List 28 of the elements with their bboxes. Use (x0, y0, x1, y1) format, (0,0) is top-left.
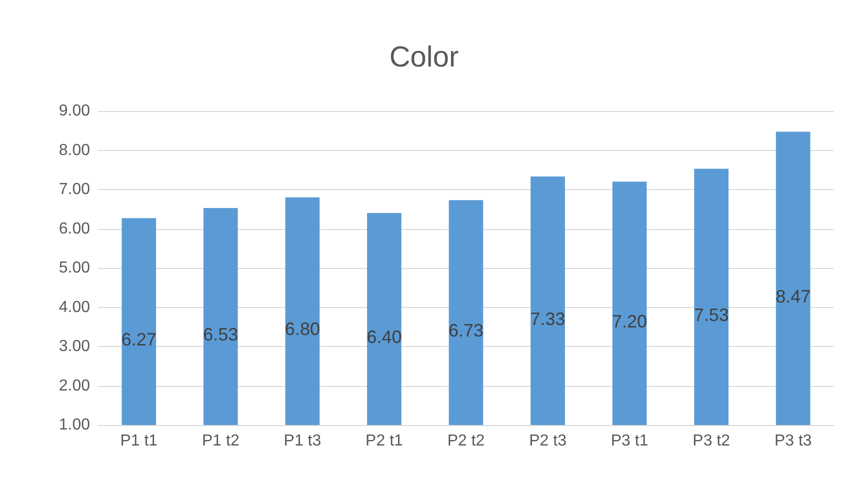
x-tick-label: P3 t1 (610, 432, 648, 450)
x-tick-label: P1 t1 (120, 432, 158, 450)
y-tick-label: 6.00 (58, 220, 90, 238)
x-tick-label: P1 t2 (202, 432, 240, 450)
data-label: 6.80 (284, 319, 320, 340)
x-tick-label: P2 t2 (447, 432, 485, 450)
x-tick-label: P2 t1 (366, 432, 404, 450)
y-tick-label: 1.00 (58, 416, 90, 434)
y-tick-label: 5.00 (58, 260, 90, 276)
y-tick-label: 2.00 (58, 377, 90, 394)
data-label: 6.27 (121, 330, 156, 350)
data-label: 6.73 (448, 320, 484, 341)
data-label: 7.33 (530, 308, 566, 329)
y-tick-label: 7.00 (58, 181, 90, 198)
x-tick-label: P2 t3 (529, 432, 567, 450)
y-tick-label: 3.00 (58, 338, 90, 355)
x-tick-label: P3 t3 (774, 432, 812, 450)
x-tick-label: P3 t2 (692, 432, 730, 450)
y-tick-label: 9.00 (58, 102, 90, 120)
chart-title: Color (389, 42, 459, 74)
data-label: 7.53 (694, 304, 729, 325)
x-tick-label: P1 t3 (284, 432, 322, 450)
data-label: 8.47 (776, 286, 811, 306)
data-label: 6.40 (366, 327, 402, 348)
data-label: 6.53 (203, 324, 238, 344)
data-label: 7.20 (612, 311, 648, 332)
y-tick-label: 4.00 (58, 298, 90, 316)
y-tick-label: 8.00 (58, 142, 90, 159)
